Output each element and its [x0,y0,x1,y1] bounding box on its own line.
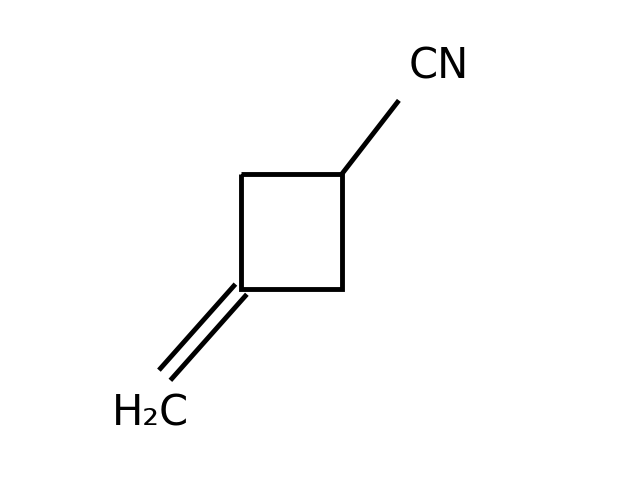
Text: H₂C: H₂C [112,392,189,435]
Text: CN: CN [408,46,468,88]
